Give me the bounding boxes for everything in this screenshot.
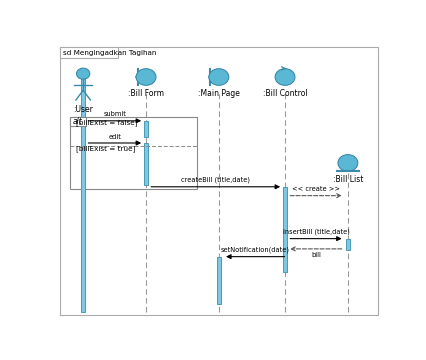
Circle shape: [136, 69, 155, 85]
Text: edit: edit: [108, 134, 121, 140]
Circle shape: [76, 68, 89, 79]
Bar: [60, 48, 118, 58]
Bar: [144, 121, 148, 138]
Text: :Bill Form: :Bill Form: [128, 89, 164, 98]
Text: submit: submit: [103, 112, 126, 117]
Text: :Bill Control: :Bill Control: [262, 89, 307, 98]
Text: sd Mengingadkan Tagihan: sd Mengingadkan Tagihan: [63, 50, 155, 56]
Text: [billExist = false]: [billExist = false]: [76, 119, 137, 126]
Text: insertBill (title,date): insertBill (title,date): [282, 229, 348, 235]
Text: setNotification(date): setNotification(date): [220, 247, 289, 253]
Bar: [345, 239, 349, 250]
Circle shape: [337, 155, 357, 171]
Circle shape: [274, 69, 294, 85]
Text: :Main Page: :Main Page: [197, 89, 239, 98]
Bar: [81, 78, 85, 312]
Bar: [144, 143, 148, 185]
Text: :Bill List: :Bill List: [332, 175, 362, 184]
Bar: [70, 117, 197, 189]
Bar: [70, 117, 86, 126]
Bar: [216, 257, 221, 304]
Text: << create >>: << create >>: [291, 186, 339, 192]
Text: createBill (title,date): createBill (title,date): [181, 177, 250, 184]
Text: bill: bill: [310, 252, 320, 258]
Circle shape: [208, 69, 228, 85]
Text: [billExist = true]: [billExist = true]: [76, 146, 135, 153]
Text: :User: :User: [73, 105, 93, 114]
Bar: [282, 187, 287, 272]
Text: alt: alt: [73, 117, 83, 126]
